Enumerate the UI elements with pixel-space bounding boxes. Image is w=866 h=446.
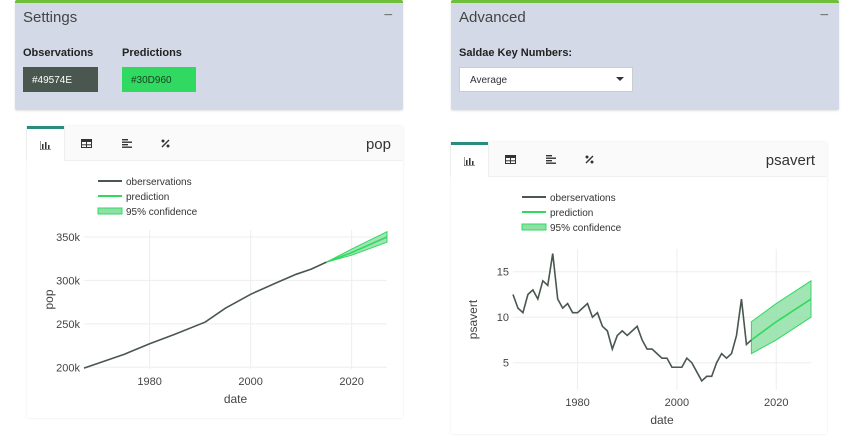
bar-chart-icon (464, 156, 475, 166)
psavert-tab-bar (451, 142, 827, 177)
y-tick-label: 300k (56, 275, 80, 287)
x-axis-label: date (650, 413, 674, 427)
psavert-chart[interactable]: oberservations prediction 95% confidence 19… (451, 180, 827, 434)
tab-percent[interactable] (571, 142, 608, 177)
settings-collapse-button[interactable]: − (383, 7, 393, 24)
settings-title: Settings (23, 9, 78, 26)
x-tick-label: 1980 (137, 376, 161, 388)
chart-title: psavert (765, 152, 815, 169)
legend-label: 95% confidence (550, 223, 622, 234)
tab-percent[interactable] (147, 126, 184, 161)
predictions-label: Predictions (122, 47, 182, 59)
pop-chart-card: pop oberservations prediction 95% confiden… (27, 126, 403, 418)
tab-table[interactable] (68, 126, 105, 161)
observations-color-input[interactable]: #49574E (23, 67, 98, 92)
x-axis-label: date (224, 392, 248, 406)
tab-text[interactable] (108, 126, 145, 161)
key-numbers-label: Saldae Key Numbers: (459, 47, 573, 59)
prediction-line (326, 236, 388, 263)
bar-chart-icon (40, 140, 51, 150)
chevron-down-icon (616, 77, 624, 81)
prediction-line (750, 298, 812, 341)
table-icon (505, 155, 516, 164)
advanced-panel: Advanced − Saldae Key Numbers: Average (451, 0, 839, 110)
psavert-chart-card: psavert oberservations prediction 95% conf… (451, 142, 827, 434)
tab-chart[interactable] (27, 126, 64, 161)
x-tick-label: 1980 (565, 397, 589, 409)
observations-label: Observations (23, 47, 94, 59)
x-tick-label: 2000 (238, 376, 262, 388)
legend-label: oberservations (126, 177, 192, 188)
legend-label: 95% confidence (126, 207, 198, 218)
tab-text[interactable] (532, 142, 569, 177)
confidence-band (750, 279, 812, 355)
x-tick-label: 2020 (764, 397, 788, 409)
confidence-band (326, 230, 388, 263)
pop-tab-bar (27, 126, 403, 161)
align-left-icon (121, 139, 132, 148)
y-tick-label: 5 (503, 358, 509, 370)
table-icon (81, 139, 92, 148)
percent-icon (161, 139, 170, 148)
key-numbers-select[interactable]: Average (459, 67, 633, 92)
advanced-title: Advanced (459, 9, 526, 26)
y-tick-label: 200k (56, 362, 80, 374)
predictions-color-input[interactable]: #30D960 (122, 67, 196, 92)
legend-label: oberservations (550, 193, 616, 204)
align-left-icon (545, 155, 556, 164)
pop-chart[interactable]: oberservations prediction 95% confidence 19… (27, 164, 403, 418)
advanced-collapse-button[interactable]: − (819, 7, 829, 24)
legend-confidence-swatch (521, 223, 547, 231)
tab-chart[interactable] (451, 142, 488, 177)
legend-label: prediction (550, 208, 593, 219)
legend-confidence-swatch (97, 207, 123, 215)
x-tick-label: 2000 (665, 397, 689, 409)
y-tick-label: 350k (56, 232, 80, 244)
chart-title: pop (365, 136, 391, 153)
tab-table[interactable] (492, 142, 529, 177)
settings-panel: Settings − Observations #49574E Predicti… (15, 0, 403, 110)
y-tick-label: 10 (497, 312, 509, 324)
y-axis-label: psavert (466, 299, 480, 339)
percent-icon (585, 155, 594, 164)
x-tick-label: 2020 (339, 376, 363, 388)
y-axis-label: pop (42, 289, 56, 309)
observations-line (512, 253, 752, 383)
y-tick-label: 250k (56, 319, 80, 331)
legend-label: prediction (126, 192, 169, 203)
y-tick-label: 15 (497, 267, 509, 279)
key-numbers-value: Average (470, 75, 508, 86)
observations-line (83, 261, 327, 369)
